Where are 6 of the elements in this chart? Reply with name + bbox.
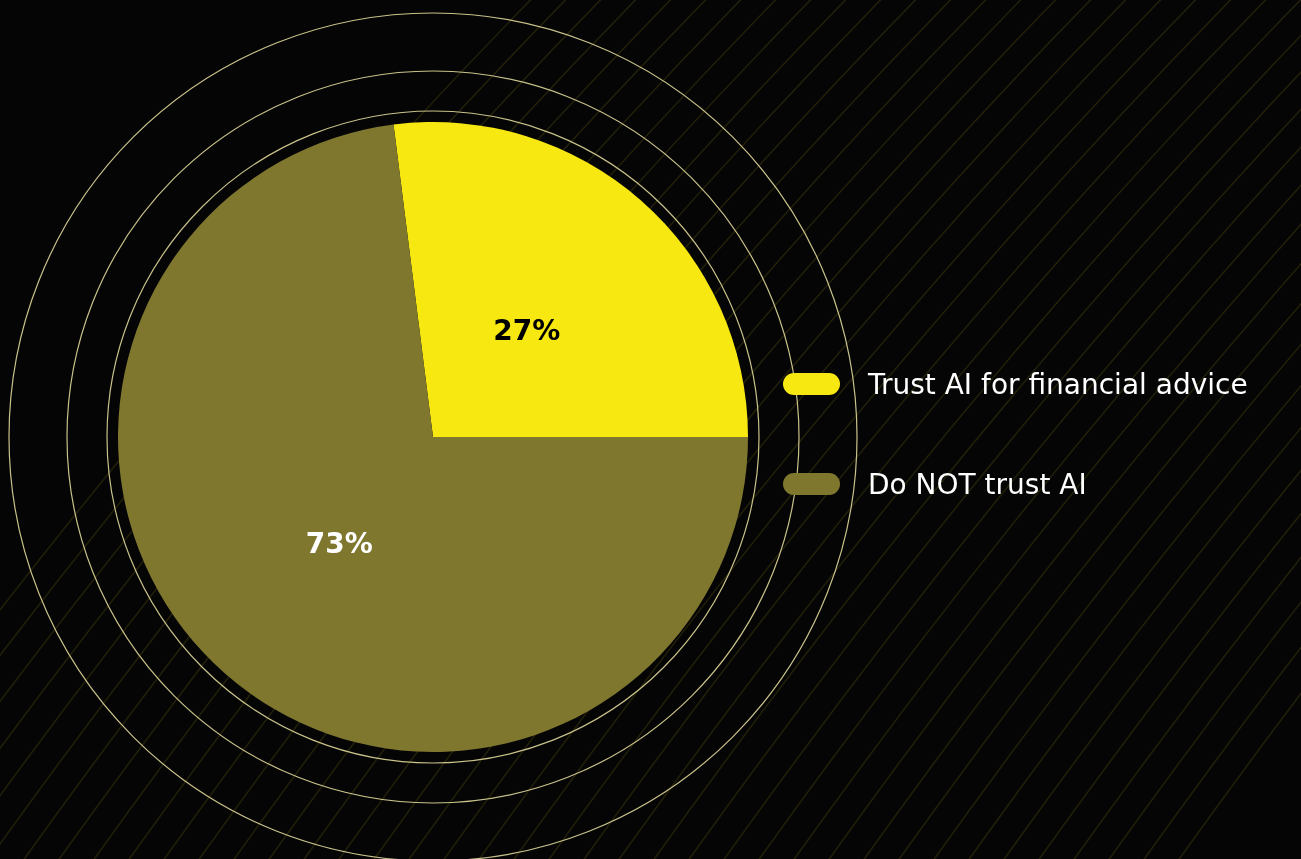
legend-label: Trust AI for financial advice	[867, 367, 1248, 401]
data-label: 73%	[305, 526, 373, 560]
data-label: 27%	[493, 314, 561, 348]
legend-label: Do NOT trust AI	[868, 467, 1087, 501]
pie-slice	[118, 124, 748, 752]
pie-slice	[393, 122, 748, 437]
